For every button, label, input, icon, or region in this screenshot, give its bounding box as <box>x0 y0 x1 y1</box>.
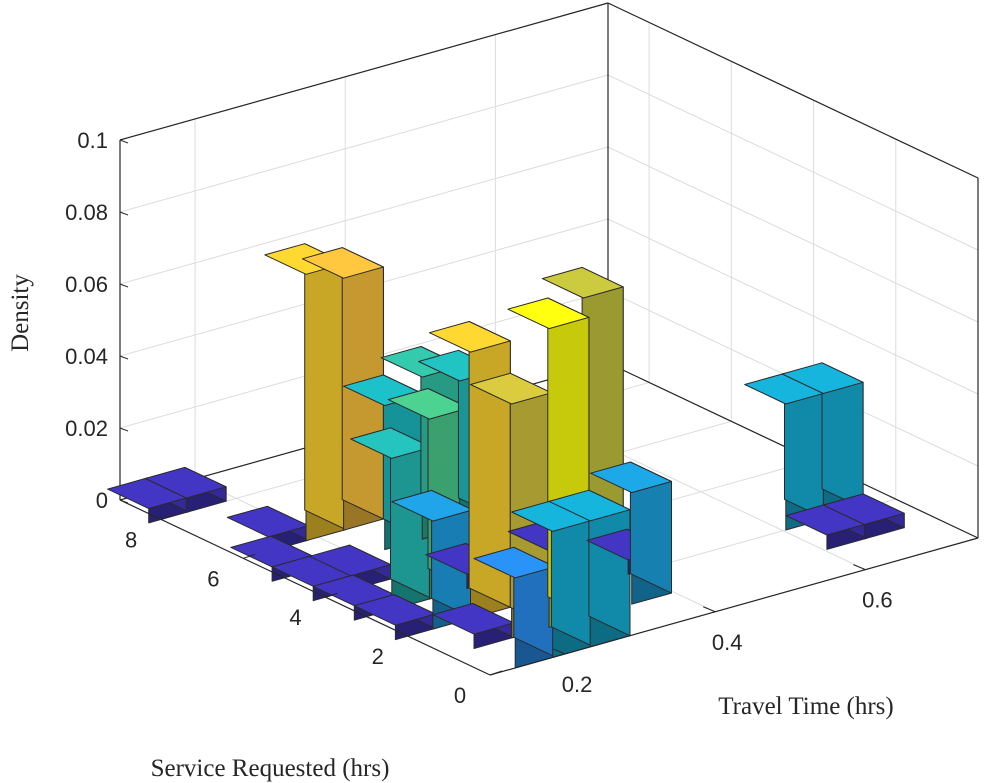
bar <box>432 603 515 649</box>
x-tick <box>853 564 866 571</box>
bar <box>473 546 556 669</box>
bar-face-top <box>353 594 436 626</box>
axes-box-edge <box>607 2 979 179</box>
z-tick-label: 0.04 <box>65 344 108 369</box>
wall-grid-line <box>607 74 979 251</box>
y-tick <box>243 553 256 559</box>
y-tick-label: 6 <box>207 566 219 591</box>
x-axis-line <box>489 537 979 676</box>
y-tick <box>160 514 174 520</box>
bar <box>264 243 347 542</box>
z-tick <box>119 427 129 432</box>
bar <box>822 493 905 540</box>
z-tick-label: 0.08 <box>65 200 108 225</box>
bar-face-top <box>144 466 227 499</box>
bar-face-top <box>428 321 511 353</box>
bar-face-top <box>590 461 672 494</box>
z-tick <box>119 355 129 360</box>
bars <box>107 243 905 669</box>
x-tick-label: 0.6 <box>862 588 893 613</box>
y-tick <box>407 631 420 637</box>
x-tick-label: 0.2 <box>562 672 593 697</box>
x-tick <box>703 606 716 613</box>
z-tick-label: 0.02 <box>65 416 108 441</box>
wall-grid-line <box>607 146 979 323</box>
axes: 0 0.02 0.04 0.06 0.08 0.1 0.2 0.4 0.6 0 2 4 6 8 <box>65 128 979 708</box>
x-tick <box>552 648 566 655</box>
bar-face-top <box>432 603 515 635</box>
bar-face-top <box>350 427 433 459</box>
y-axis-line <box>119 499 491 676</box>
bar <box>353 594 436 641</box>
y-tick <box>325 592 338 598</box>
z-tick-label: 0.06 <box>65 272 108 297</box>
y-axis-label: Service Requested (hrs) <box>151 755 390 782</box>
bar-face-right <box>304 243 347 531</box>
y-tick-label: 8 <box>125 527 137 552</box>
bar-face-top <box>507 297 590 330</box>
bar <box>781 362 864 520</box>
x-tick-label: 0.4 <box>712 630 743 655</box>
y-tick-label: 0 <box>454 683 466 708</box>
bar-face-top <box>226 505 309 538</box>
x-axis-label: Travel Time (hrs) <box>718 693 894 720</box>
bar-face-top <box>301 247 384 279</box>
bar <box>590 461 672 605</box>
wall-grid-line <box>607 218 979 395</box>
bar-face-top <box>541 266 624 299</box>
axes-box-edge <box>119 2 609 141</box>
bar-face-top <box>470 372 552 405</box>
z-axis-label: Density <box>7 274 34 352</box>
wall-grid-line <box>119 146 609 285</box>
bar-face-top <box>309 544 391 577</box>
bar-face-top <box>387 388 470 420</box>
bar-face-top <box>473 546 556 579</box>
wall-grid-line <box>119 74 609 213</box>
z-tick <box>119 283 129 288</box>
bar <box>350 427 433 611</box>
y-tick <box>489 670 503 676</box>
bar <box>744 372 827 531</box>
z-tick-label: 0.1 <box>77 128 108 153</box>
z-tick <box>119 211 129 216</box>
y-tick-label: 4 <box>289 605 301 630</box>
z-tick-label: 0 <box>96 488 108 513</box>
bar <box>144 466 227 513</box>
bar-face-top <box>781 362 864 394</box>
bar-face-top <box>548 489 631 522</box>
bar-face-top <box>822 493 905 525</box>
z-tick <box>119 139 129 144</box>
y-tick-label: 2 <box>372 644 384 669</box>
bar-face-top <box>391 489 474 522</box>
